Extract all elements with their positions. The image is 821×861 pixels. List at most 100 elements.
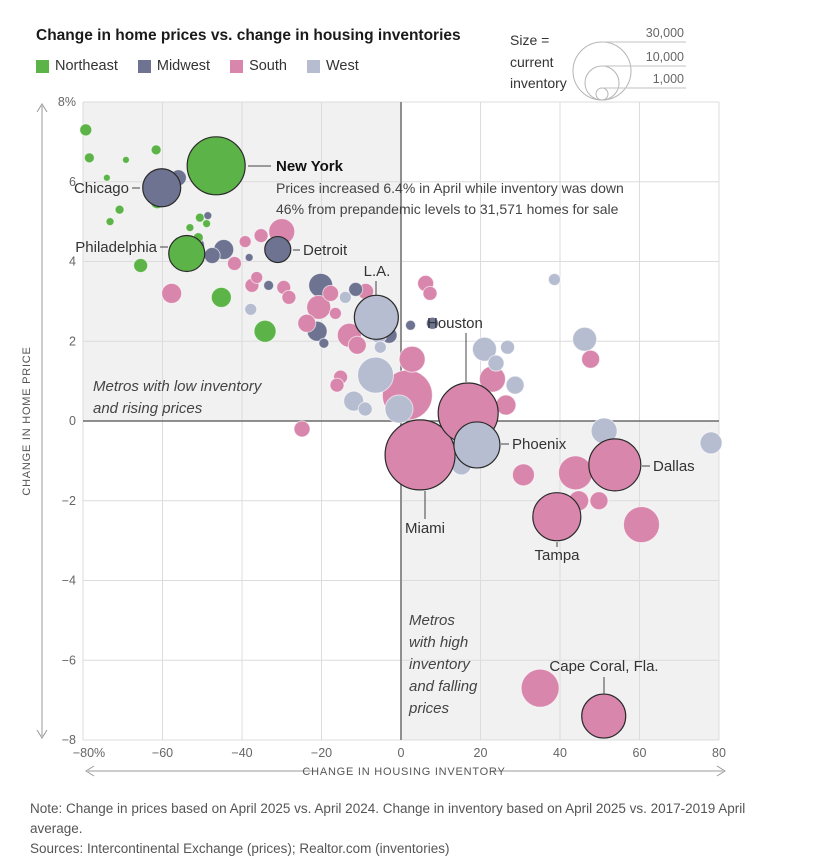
bubble-miami[interactable] — [384, 419, 456, 491]
bubble-south[interactable] — [558, 455, 594, 491]
bubble-chart: 30,000 10,000 1,000 Metros with low invento… — [21, 26, 726, 778]
bubble-south[interactable] — [306, 294, 332, 320]
bubble-south[interactable] — [347, 335, 367, 355]
annotation-text: Prices increased 6.4% in April while inv… — [276, 180, 624, 196]
size-legend-label: Size = current inventory — [510, 32, 567, 92]
bubble-south[interactable] — [511, 463, 535, 487]
size-legend-circle — [595, 87, 609, 101]
bubble-midwest[interactable] — [318, 337, 330, 349]
quadrant-label: Metros with low inventory — [93, 378, 263, 395]
y-axis-title: CHANGE IN HOME PRICE — [21, 346, 33, 495]
bubble-northeast[interactable] — [185, 223, 195, 233]
south-swatch-icon — [230, 59, 244, 73]
quadrant-label: prices — [408, 700, 450, 717]
bubble-south[interactable] — [281, 289, 297, 305]
bubble-new-york[interactable] — [186, 136, 246, 196]
legend-label: Northeast — [55, 58, 118, 74]
bubble-northeast[interactable] — [105, 217, 115, 227]
bubble-south[interactable] — [238, 235, 252, 249]
y-tick-label: 8% — [58, 95, 76, 109]
bubble-tampa[interactable] — [532, 492, 582, 542]
bubble-midwest[interactable] — [203, 211, 213, 221]
bubble-south[interactable] — [226, 255, 242, 271]
bubble-west[interactable] — [471, 336, 497, 362]
quadrant-label: inventory — [409, 656, 471, 673]
chart-sources: Sources: Intercontinental Exchange (pric… — [30, 841, 450, 856]
bubble-west[interactable] — [505, 375, 525, 395]
bubble-northeast[interactable] — [121, 155, 130, 164]
y-tick-label: 6 — [69, 175, 76, 189]
bubble-northeast[interactable] — [253, 319, 277, 343]
bubble-midwest[interactable] — [348, 281, 364, 297]
y-tick-label: 4 — [69, 255, 76, 269]
bubble-south[interactable] — [398, 345, 426, 373]
bubble-west[interactable] — [338, 290, 352, 304]
bubble-northeast[interactable] — [202, 219, 212, 229]
chart-note: Note: Change in prices based on April 20… — [30, 801, 746, 837]
bubble-philadelphia[interactable] — [168, 234, 206, 273]
bubble-west[interactable] — [373, 340, 387, 354]
bubble-midwest[interactable] — [405, 319, 417, 331]
bubble-south[interactable] — [161, 282, 183, 304]
bubble-south[interactable] — [581, 349, 601, 369]
bubble-northeast[interactable] — [150, 144, 162, 156]
x-tick-label: −40 — [231, 746, 252, 760]
bubble-dallas[interactable] — [588, 438, 642, 492]
city-label: Tampa — [534, 547, 580, 564]
bubble-south[interactable] — [322, 284, 340, 302]
legend-item-west: West — [306, 58, 359, 74]
city-label: L.A. — [364, 263, 391, 280]
x-tick-label: 40 — [553, 746, 567, 760]
bubble-west[interactable] — [547, 272, 561, 286]
city-label: Detroit — [303, 242, 348, 259]
bubble-west[interactable] — [384, 394, 414, 424]
city-label: Philadelphia — [75, 239, 157, 256]
bubble-west[interactable] — [244, 302, 258, 316]
bubble-l-a[interactable] — [353, 294, 399, 340]
bubble-west[interactable] — [572, 326, 598, 352]
bubble-west[interactable] — [699, 431, 723, 455]
bubble-chicago[interactable] — [142, 168, 182, 208]
x-tick-label: 60 — [633, 746, 647, 760]
bubble-northeast[interactable] — [210, 286, 232, 308]
bubble-detroit[interactable] — [264, 235, 292, 264]
bubble-west[interactable] — [500, 339, 516, 355]
y-tick-label: 2 — [69, 334, 76, 348]
bubble-northeast[interactable] — [194, 212, 205, 223]
bubble-northeast[interactable] — [102, 173, 111, 182]
bubble-south[interactable] — [622, 506, 660, 544]
bubble-west[interactable] — [357, 401, 373, 417]
bubble-south[interactable] — [253, 228, 269, 244]
bubble-south[interactable] — [250, 270, 264, 284]
legend-item-northeast: Northeast — [36, 58, 118, 74]
bubble-midwest[interactable] — [244, 253, 254, 263]
bubble-south[interactable] — [422, 285, 438, 301]
bubble-south[interactable] — [495, 394, 517, 416]
bubble-midwest[interactable] — [263, 279, 275, 291]
bubble-south[interactable] — [293, 420, 311, 438]
size-legend-value: 1,000 — [653, 72, 684, 86]
chart-title: Change in home prices vs. change in hous… — [36, 27, 461, 44]
bubble-south[interactable] — [589, 491, 609, 511]
bubble-midwest[interactable] — [203, 247, 221, 265]
y-tick-label: −4 — [62, 574, 76, 588]
bubble-midwest[interactable] — [425, 316, 439, 330]
bubble-northeast[interactable] — [114, 204, 125, 215]
bubble-south[interactable] — [297, 313, 317, 333]
annotation-text: 46% from prepandemic levels to 31,571 ho… — [276, 201, 619, 217]
x-tick-label: 0 — [398, 746, 405, 760]
bubble-south[interactable] — [329, 377, 345, 393]
bubble-northeast[interactable] — [133, 257, 149, 273]
bubble-northeast[interactable] — [83, 152, 95, 164]
bubble-phoenix[interactable] — [453, 421, 501, 469]
x-axis-title: CHANGE IN HOUSING INVENTORY — [302, 766, 505, 778]
northeast-swatch-icon — [36, 59, 49, 73]
bubble-cape-coral-fla[interactable] — [581, 693, 627, 739]
bubble-south[interactable] — [520, 668, 560, 708]
bubble-west[interactable] — [487, 354, 505, 372]
bubble-west[interactable] — [357, 356, 395, 394]
city-label: New York — [276, 158, 344, 175]
bubble-south[interactable] — [328, 306, 342, 320]
quadrant-label: and falling — [409, 678, 478, 695]
bubble-northeast[interactable] — [79, 123, 93, 137]
